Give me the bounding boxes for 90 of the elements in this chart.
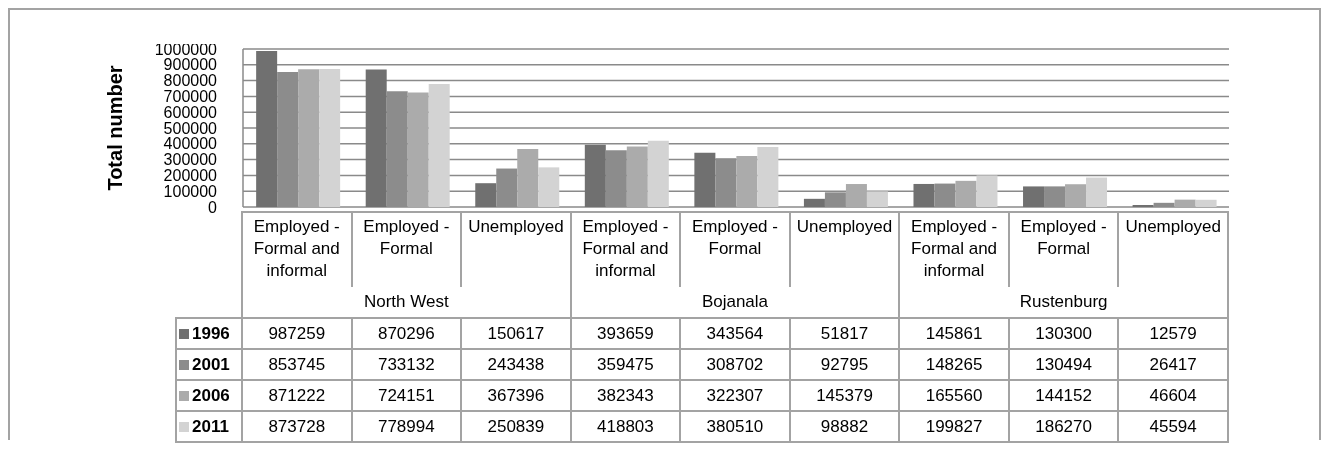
data-label: 46604 (1118, 380, 1228, 411)
x-tick-label: Unemployed (468, 217, 564, 236)
data-label: 380510 (680, 411, 790, 442)
x-tick-label: Employed - Formal and informal (582, 217, 669, 280)
bar (1065, 184, 1087, 207)
data-label: 343564 (680, 318, 790, 349)
data-label: 733132 (351, 349, 462, 380)
bar (757, 146, 779, 207)
bar (803, 198, 825, 207)
bar (365, 69, 387, 207)
bar (298, 69, 320, 207)
data-label: 144152 (1008, 380, 1119, 411)
data-label: 148265 (899, 349, 1009, 380)
legend-label: 1996 (192, 323, 230, 343)
y-tick-label: 800000 (163, 72, 218, 90)
data-label: 130300 (1008, 318, 1119, 349)
x-tick-label: Unemployed (796, 217, 893, 236)
y-tick-label: 200000 (163, 167, 218, 185)
data-label: 308702 (680, 349, 790, 380)
data-label: 367396 (461, 380, 571, 411)
data-label: 870296 (351, 318, 462, 349)
data-label: 165560 (899, 380, 1009, 411)
y-tick-label: 0 (208, 198, 218, 216)
data-label: 26417 (1118, 349, 1228, 380)
bar (1023, 186, 1045, 207)
bar (319, 68, 341, 207)
x-tick-label: Employed - Formal and informal (253, 217, 340, 280)
text: Bojanala (701, 292, 769, 311)
data-label: 51817 (789, 318, 900, 349)
y-tick-label: 700000 (163, 88, 218, 106)
data-label: 871222 (242, 380, 352, 411)
y-tick-label: 100000 (163, 182, 218, 200)
x-tick-label: Unemployed (1125, 217, 1221, 236)
data-label: 130494 (1008, 349, 1119, 380)
data-label: 418803 (570, 411, 681, 442)
y-tick-label: 500000 (163, 119, 218, 137)
data-label: 250839 (461, 411, 571, 442)
x-tick-label: Employed - Formal and informal (911, 217, 998, 280)
bar (955, 180, 977, 207)
legend-label: 2011 (192, 416, 229, 436)
data-label: 382343 (570, 380, 681, 411)
bar (1174, 199, 1196, 207)
data-label: 186270 (1008, 411, 1119, 442)
bar (736, 156, 758, 207)
data-label: 393659 (570, 318, 681, 349)
y-tick-label: 300000 (163, 151, 218, 169)
y-axis-title: Total number (104, 65, 127, 191)
bar (647, 140, 669, 207)
bar (694, 152, 716, 207)
bar (475, 183, 497, 207)
x-tick-label: Employed - Formal (363, 217, 450, 258)
data-label: 873728 (242, 411, 352, 442)
data-label: 724151 (351, 380, 462, 411)
data-label: 853745 (242, 349, 352, 380)
data-label: 322307 (680, 380, 790, 411)
legend-label: 2006 (192, 385, 230, 405)
legend-label: 2001 (192, 354, 230, 374)
data-label: 359475 (570, 349, 681, 380)
y-tick-label: 400000 (163, 135, 218, 153)
bar (517, 148, 539, 207)
bar (1086, 177, 1108, 207)
data-label: 778994 (351, 411, 462, 442)
data-label: 145379 (789, 380, 900, 411)
data-label: 92795 (789, 349, 900, 380)
text: North West (363, 292, 449, 311)
y-tick-label: 1000000 (154, 40, 218, 58)
text: Rustenburg (1019, 292, 1108, 311)
bar (976, 175, 998, 207)
bar (584, 144, 606, 207)
bar (256, 51, 278, 207)
data-label: 12579 (1118, 318, 1228, 349)
bar (866, 191, 888, 207)
bar (913, 183, 935, 207)
bar (626, 146, 648, 207)
y-tick-label: 900000 (163, 56, 218, 74)
x-tick-label: Employed - Formal (1020, 217, 1107, 258)
x-tick-label: Employed - Formal (691, 217, 778, 258)
bar (428, 83, 450, 207)
bar (845, 184, 867, 207)
bar (538, 167, 560, 207)
y-tick-label: 600000 (163, 103, 218, 121)
data-label: 98882 (789, 411, 900, 442)
data-label: 987259 (242, 318, 352, 349)
data-label: 45594 (1118, 411, 1228, 442)
data-label: 145861 (899, 318, 1009, 349)
data-label: 150617 (461, 318, 571, 349)
data-label: 243438 (461, 349, 571, 380)
data-label: 199827 (899, 411, 1009, 442)
bar (1195, 199, 1217, 207)
bar (407, 92, 429, 207)
